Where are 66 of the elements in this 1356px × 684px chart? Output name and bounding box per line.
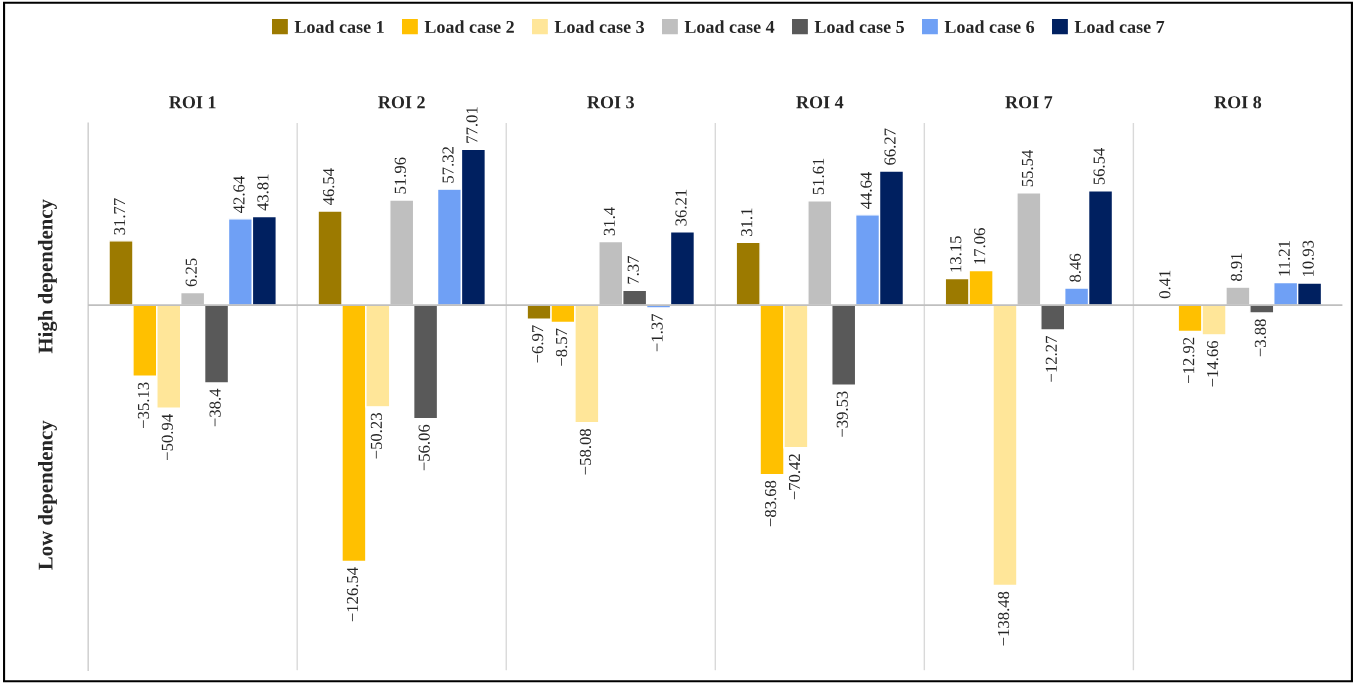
legend-label: Load case 7 bbox=[1074, 20, 1165, 34]
bar bbox=[203, 304, 230, 384]
data-label: 31.1 bbox=[741, 208, 753, 236]
legend-label: Load case 6 bbox=[944, 20, 1035, 34]
data-label: 55.54 bbox=[1021, 149, 1034, 187]
data-label: 66.27 bbox=[884, 128, 896, 165]
data-label: −12.27 bbox=[1045, 336, 1057, 382]
data-label: 10.93 bbox=[1302, 240, 1314, 277]
data-label: 51.61 bbox=[812, 158, 825, 195]
bar bbox=[317, 210, 343, 306]
data-label: −38.4 bbox=[209, 388, 221, 427]
data-label: 44.64 bbox=[860, 172, 872, 209]
data-label: 6.25 bbox=[185, 258, 197, 287]
bar bbox=[831, 304, 857, 386]
data-label: 11.21 bbox=[1278, 241, 1290, 276]
legend-label: Load case 1 bbox=[294, 20, 384, 34]
x-tick-label: ROI 1 bbox=[169, 96, 216, 109]
data-label: −50.94 bbox=[161, 414, 174, 460]
data-label: 7.37 bbox=[627, 256, 639, 284]
x-tick-label: ROI 7 bbox=[1005, 96, 1053, 109]
data-label: −12.92 bbox=[1183, 337, 1195, 383]
bar bbox=[992, 304, 1018, 587]
text: Low dependency bbox=[37, 420, 57, 570]
legend-label: Load case 3 bbox=[554, 20, 645, 34]
data-label: −126.54 bbox=[346, 567, 359, 622]
x-tick-label: ROI 8 bbox=[1214, 96, 1262, 109]
data-label: −58.08 bbox=[579, 428, 592, 475]
data-label: 31.4 bbox=[603, 207, 616, 236]
data-label: −14.66 bbox=[1206, 340, 1219, 387]
data-label: 31.77 bbox=[113, 198, 126, 235]
data-label: −70.42 bbox=[788, 454, 801, 500]
data-label: −35.13 bbox=[137, 382, 150, 428]
data-label: 57.32 bbox=[442, 147, 454, 183]
data-label: −138.48 bbox=[997, 591, 1010, 646]
data-label: −39.53 bbox=[836, 391, 848, 437]
bar bbox=[108, 240, 134, 306]
data-label: 8.46 bbox=[1069, 253, 1081, 282]
data-label: −56.06 bbox=[418, 424, 430, 471]
data-label: 17.06 bbox=[974, 228, 986, 264]
bar bbox=[1040, 304, 1066, 331]
bar bbox=[669, 231, 696, 306]
legend-label: Load case 4 bbox=[684, 20, 775, 34]
data-label: 8.91 bbox=[1230, 253, 1243, 281]
data-label: −6.97 bbox=[532, 325, 544, 363]
bar bbox=[412, 304, 439, 420]
data-label: 56.54 bbox=[1093, 147, 1105, 185]
data-label: −8.57 bbox=[555, 328, 568, 366]
data-label: −1.37 bbox=[651, 313, 663, 352]
text: High dependency bbox=[37, 199, 57, 354]
data-label: 43.81 bbox=[257, 174, 269, 211]
data-label: 36.21 bbox=[675, 189, 687, 226]
data-label: −83.68 bbox=[764, 480, 777, 527]
data-label: 77.01 bbox=[466, 107, 478, 143]
x-tick-label: ROI 3 bbox=[587, 96, 634, 109]
data-label: 42.64 bbox=[233, 176, 245, 213]
data-label: 51.96 bbox=[394, 157, 406, 194]
data-label: −3.88 bbox=[1254, 319, 1267, 357]
legend-label: Load case 5 bbox=[814, 20, 904, 34]
legend-label: Load case 2 bbox=[424, 20, 514, 34]
data-label: 13.15 bbox=[950, 236, 962, 272]
x-tick-label: ROI 4 bbox=[796, 96, 844, 109]
data-label: 46.54 bbox=[323, 168, 335, 206]
x-tick-label: ROI 2 bbox=[378, 96, 425, 109]
bar bbox=[735, 241, 761, 306]
data-label: 0.41 bbox=[1159, 270, 1171, 299]
data-label: −50.23 bbox=[370, 413, 383, 459]
